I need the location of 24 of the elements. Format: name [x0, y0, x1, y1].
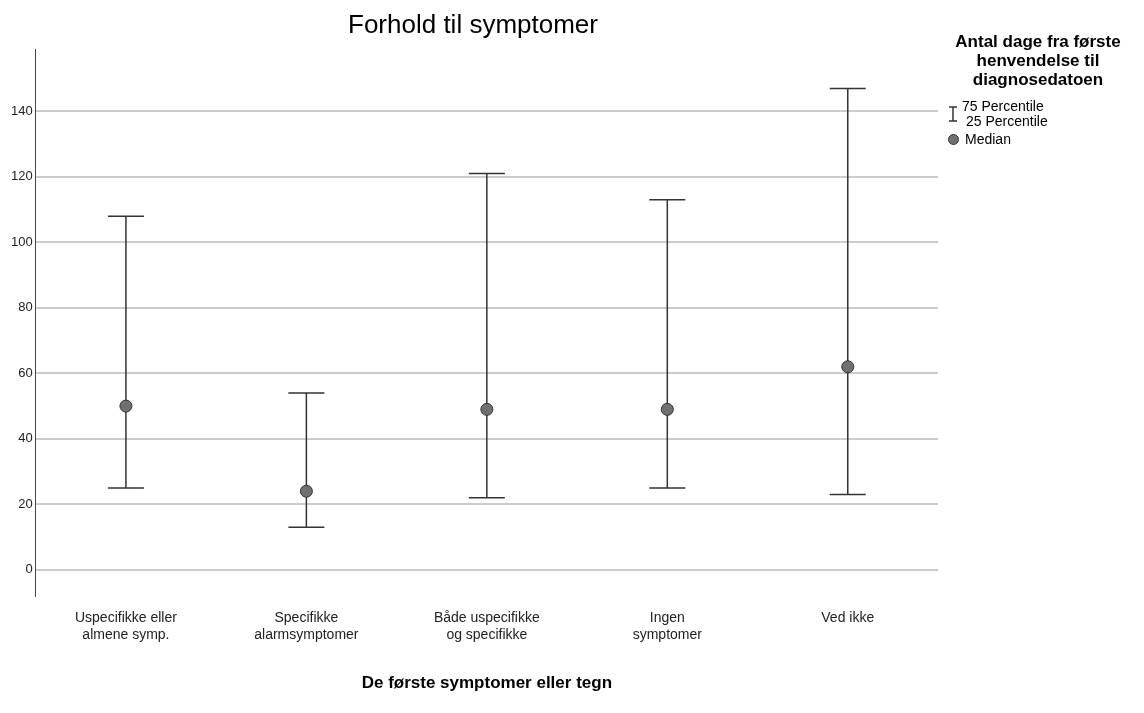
x-tick-label: Ved ikke [821, 609, 875, 626]
y-tick-label: 140 [10, 102, 33, 118]
y-tick-label: 0 [25, 561, 33, 577]
x-tick-label: Ingen symptomer [632, 609, 703, 643]
point [299, 484, 313, 498]
x-tick-label: Uspecifikke eller almene symp. [74, 609, 178, 643]
point [119, 399, 133, 413]
legend-label: Median [965, 131, 1011, 147]
y-tick-label: 100 [10, 233, 33, 249]
y-tick-label: 80 [18, 299, 33, 315]
x-tick-label: Både uspecifikke og specifikke [433, 609, 540, 643]
point [660, 402, 674, 416]
y-tick-label: 60 [18, 364, 33, 380]
y-tick-label: 120 [10, 168, 33, 184]
text: 25 Percentile [965, 113, 1048, 129]
y-tick-label: 40 [18, 430, 33, 446]
chart-title: Forhold til symptomer [348, 8, 599, 39]
point [480, 402, 494, 416]
x-axis-title: De første symptomer eller tegn [361, 673, 613, 693]
x-tick-label: Specifikke alarmsymptomer [254, 609, 359, 643]
y-tick-label: 20 [18, 495, 33, 511]
text: 75 Percentile [962, 98, 1045, 114]
point [841, 360, 855, 374]
legend-title: Antal dage fra første henvendelse til diagnosedatoen [954, 32, 1122, 89]
